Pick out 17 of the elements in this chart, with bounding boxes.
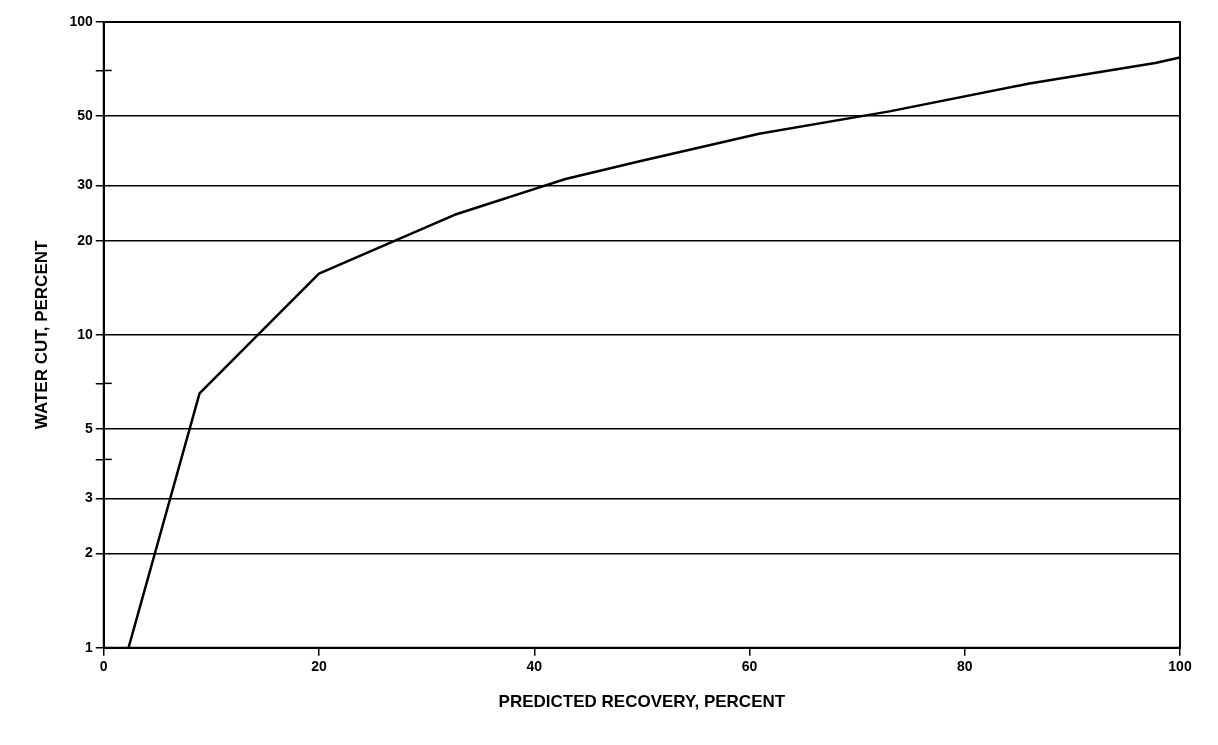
x-tick-label: 20: [311, 658, 327, 675]
x-tick-label: 100: [1168, 658, 1192, 675]
y-tick-label: 1: [84, 638, 93, 655]
x-tick-label: 60: [741, 658, 758, 675]
y-tick-label: 30: [77, 176, 93, 193]
x-tick-label: 80: [956, 658, 973, 675]
x-axis-title: PREDICTED RECOVERY, PERCENT: [498, 692, 786, 712]
x-tick-label: 40: [526, 658, 543, 675]
y-axis-title: WATER CUT, PERCENT: [31, 240, 51, 430]
y-tick-label: 5: [84, 419, 93, 436]
y-tick-label: 100: [69, 12, 93, 29]
y-tick-label: 2: [84, 544, 93, 561]
y-tick-label: 20: [77, 231, 93, 248]
y-tick-label: 50: [77, 107, 93, 124]
y-tick-label: 3: [84, 489, 93, 506]
y-tick-label: 10: [77, 325, 93, 342]
x-tick-label: 0: [99, 658, 108, 675]
